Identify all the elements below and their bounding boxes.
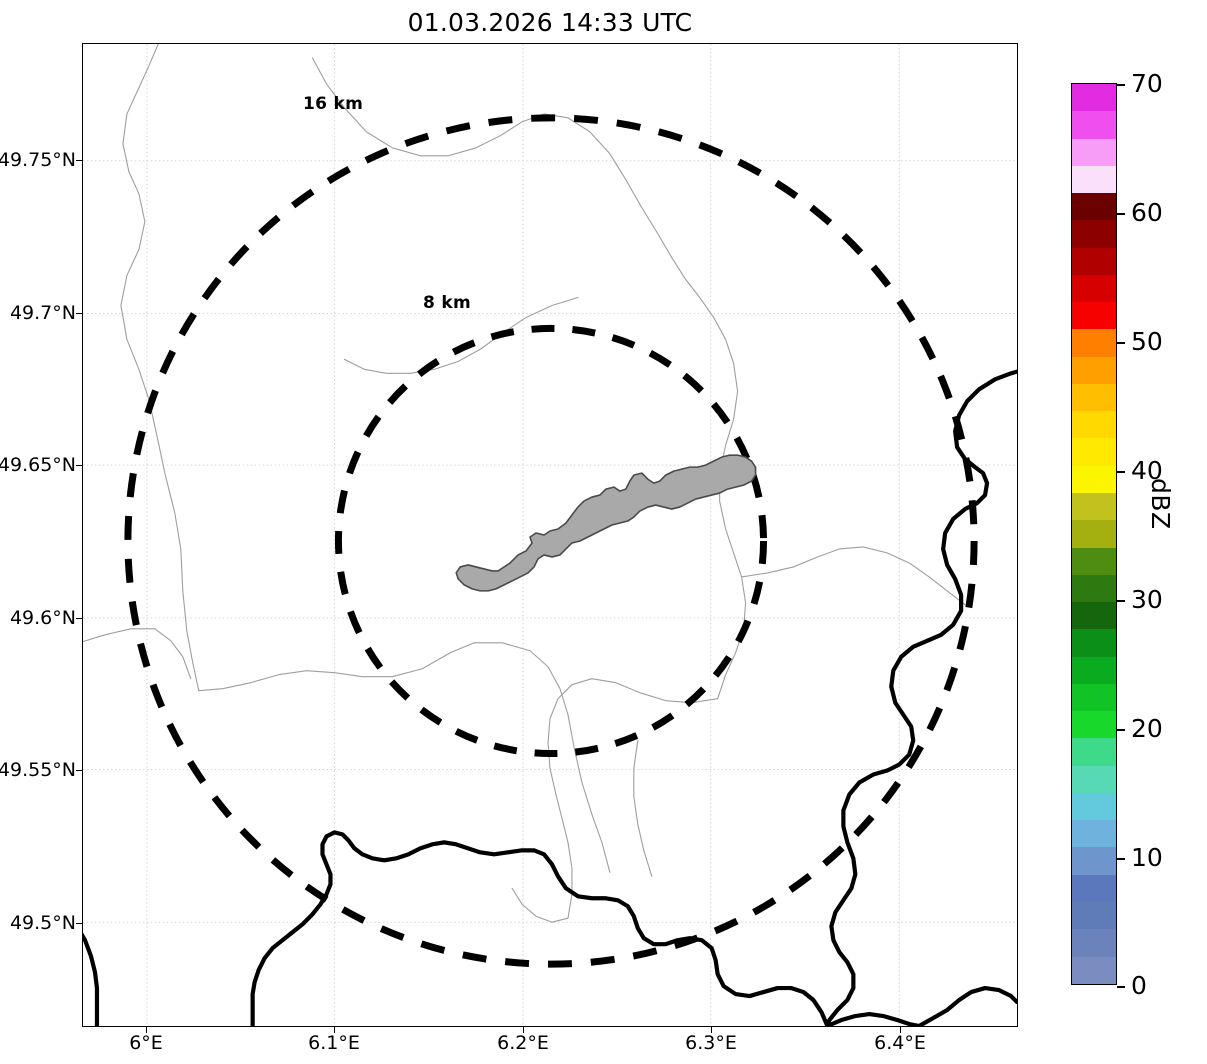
colorbar-band-8 [1072, 302, 1116, 330]
x-tick-mark [146, 1027, 148, 1033]
colorbar-band-20 [1072, 629, 1116, 657]
y-tick-label-1: 49.7°N [9, 302, 76, 324]
colorbar-band-10 [1072, 356, 1116, 384]
colorbar-tick-label-20: 20 [1131, 714, 1163, 743]
colorbar-tick-label-30: 30 [1131, 585, 1163, 614]
colorbar-tick-label-0: 0 [1131, 971, 1147, 1000]
colorbar-band-19 [1072, 602, 1116, 630]
country-borders [83, 369, 1017, 1026]
x-tick-mark [711, 1027, 713, 1033]
y-tick-mark [76, 465, 82, 467]
colorbar-band-9 [1072, 329, 1116, 357]
colorbar-band-0 [1072, 84, 1116, 112]
y-tick-mark [76, 160, 82, 162]
x-tick-label-0: 6°E [129, 1032, 163, 1054]
y-tick-label-2: 49.65°N [0, 454, 76, 476]
colorbar-band-17 [1072, 547, 1116, 575]
colorbar-band-23 [1072, 711, 1116, 739]
colorbar-band-27 [1072, 820, 1116, 848]
range-ring-16km [124, 114, 978, 968]
x-tick-mark [900, 1027, 902, 1033]
x-tick-label-3: 6.3°E [685, 1032, 737, 1054]
colorbar-band-16 [1072, 520, 1116, 548]
colorbar-tick-label-40: 40 [1131, 456, 1163, 485]
colorbar-tick-mark [1117, 858, 1125, 860]
colorbar-band-31 [1072, 929, 1116, 957]
colorbar-tick-mark [1117, 213, 1125, 215]
x-tick-mark [523, 1027, 525, 1033]
colorbar-tick-label-70: 70 [1131, 69, 1163, 98]
colorbar-tick-mark [1117, 986, 1125, 988]
map-gridlines [83, 44, 1017, 1026]
colorbar-band-32 [1072, 956, 1116, 984]
colorbar-band-12 [1072, 411, 1116, 439]
colorbar-band-11 [1072, 383, 1116, 412]
colorbar-band-21 [1072, 656, 1116, 684]
colorbar-band-13 [1072, 438, 1116, 466]
colorbar-band-15 [1072, 492, 1116, 521]
page-title: 01.03.2026 14:33 UTC [407, 8, 693, 37]
range-ring-8km [334, 324, 768, 758]
colorbar-tick-mark [1117, 471, 1125, 473]
colorbar-tick-label-50: 50 [1131, 327, 1163, 356]
x-tick-label-2: 6.2°E [497, 1032, 549, 1054]
colorbar-band-14 [1072, 465, 1116, 493]
map-canvas [83, 44, 1017, 1026]
internal-boundaries [83, 44, 966, 923]
colorbar-tick-mark [1117, 600, 1125, 602]
y-tick-label-0: 49.75°N [0, 149, 76, 171]
colorbar-tick-mark [1117, 729, 1125, 731]
colorbar-tick-mark [1117, 84, 1125, 86]
colorbar-gradient [1071, 83, 1117, 985]
colorbar-band-26 [1072, 792, 1116, 821]
colorbar[interactable] [1071, 83, 1117, 985]
y-tick-mark [76, 313, 82, 315]
colorbar-band-3 [1072, 165, 1116, 194]
y-tick-label-3: 49.6°N [9, 607, 76, 629]
colorbar-band-29 [1072, 874, 1116, 902]
colorbar-axis-label: dBZ [1146, 478, 1175, 530]
y-tick-mark [76, 770, 82, 772]
colorbar-band-1 [1072, 111, 1116, 139]
y-tick-label-5: 49.5°N [9, 912, 76, 934]
y-tick-label-4: 49.55°N [0, 759, 76, 781]
colorbar-band-28 [1072, 847, 1116, 875]
x-tick-label-4: 6.4°E [874, 1032, 926, 1054]
colorbar-band-4 [1072, 193, 1116, 221]
colorbar-band-6 [1072, 247, 1116, 275]
range-ring-16km-label: 16 km [303, 94, 364, 114]
x-tick-mark [334, 1027, 336, 1033]
x-tick-label-1: 6.1°E [308, 1032, 360, 1054]
y-tick-mark [76, 923, 82, 925]
colorbar-band-24 [1072, 738, 1116, 766]
radar-map-plot[interactable] [82, 43, 1018, 1027]
colorbar-band-5 [1072, 220, 1116, 248]
colorbar-tick-mark [1117, 342, 1125, 344]
range-ring-8km-label: 8 km [423, 293, 471, 313]
colorbar-band-25 [1072, 765, 1116, 793]
colorbar-tick-label-60: 60 [1131, 198, 1163, 227]
city-area-polygon [455, 454, 757, 592]
colorbar-band-30 [1072, 901, 1116, 930]
colorbar-band-2 [1072, 138, 1116, 166]
colorbar-band-18 [1072, 574, 1116, 603]
y-tick-mark [76, 618, 82, 620]
colorbar-tick-label-10: 10 [1131, 843, 1163, 872]
colorbar-band-22 [1072, 683, 1116, 712]
colorbar-band-7 [1072, 274, 1116, 303]
